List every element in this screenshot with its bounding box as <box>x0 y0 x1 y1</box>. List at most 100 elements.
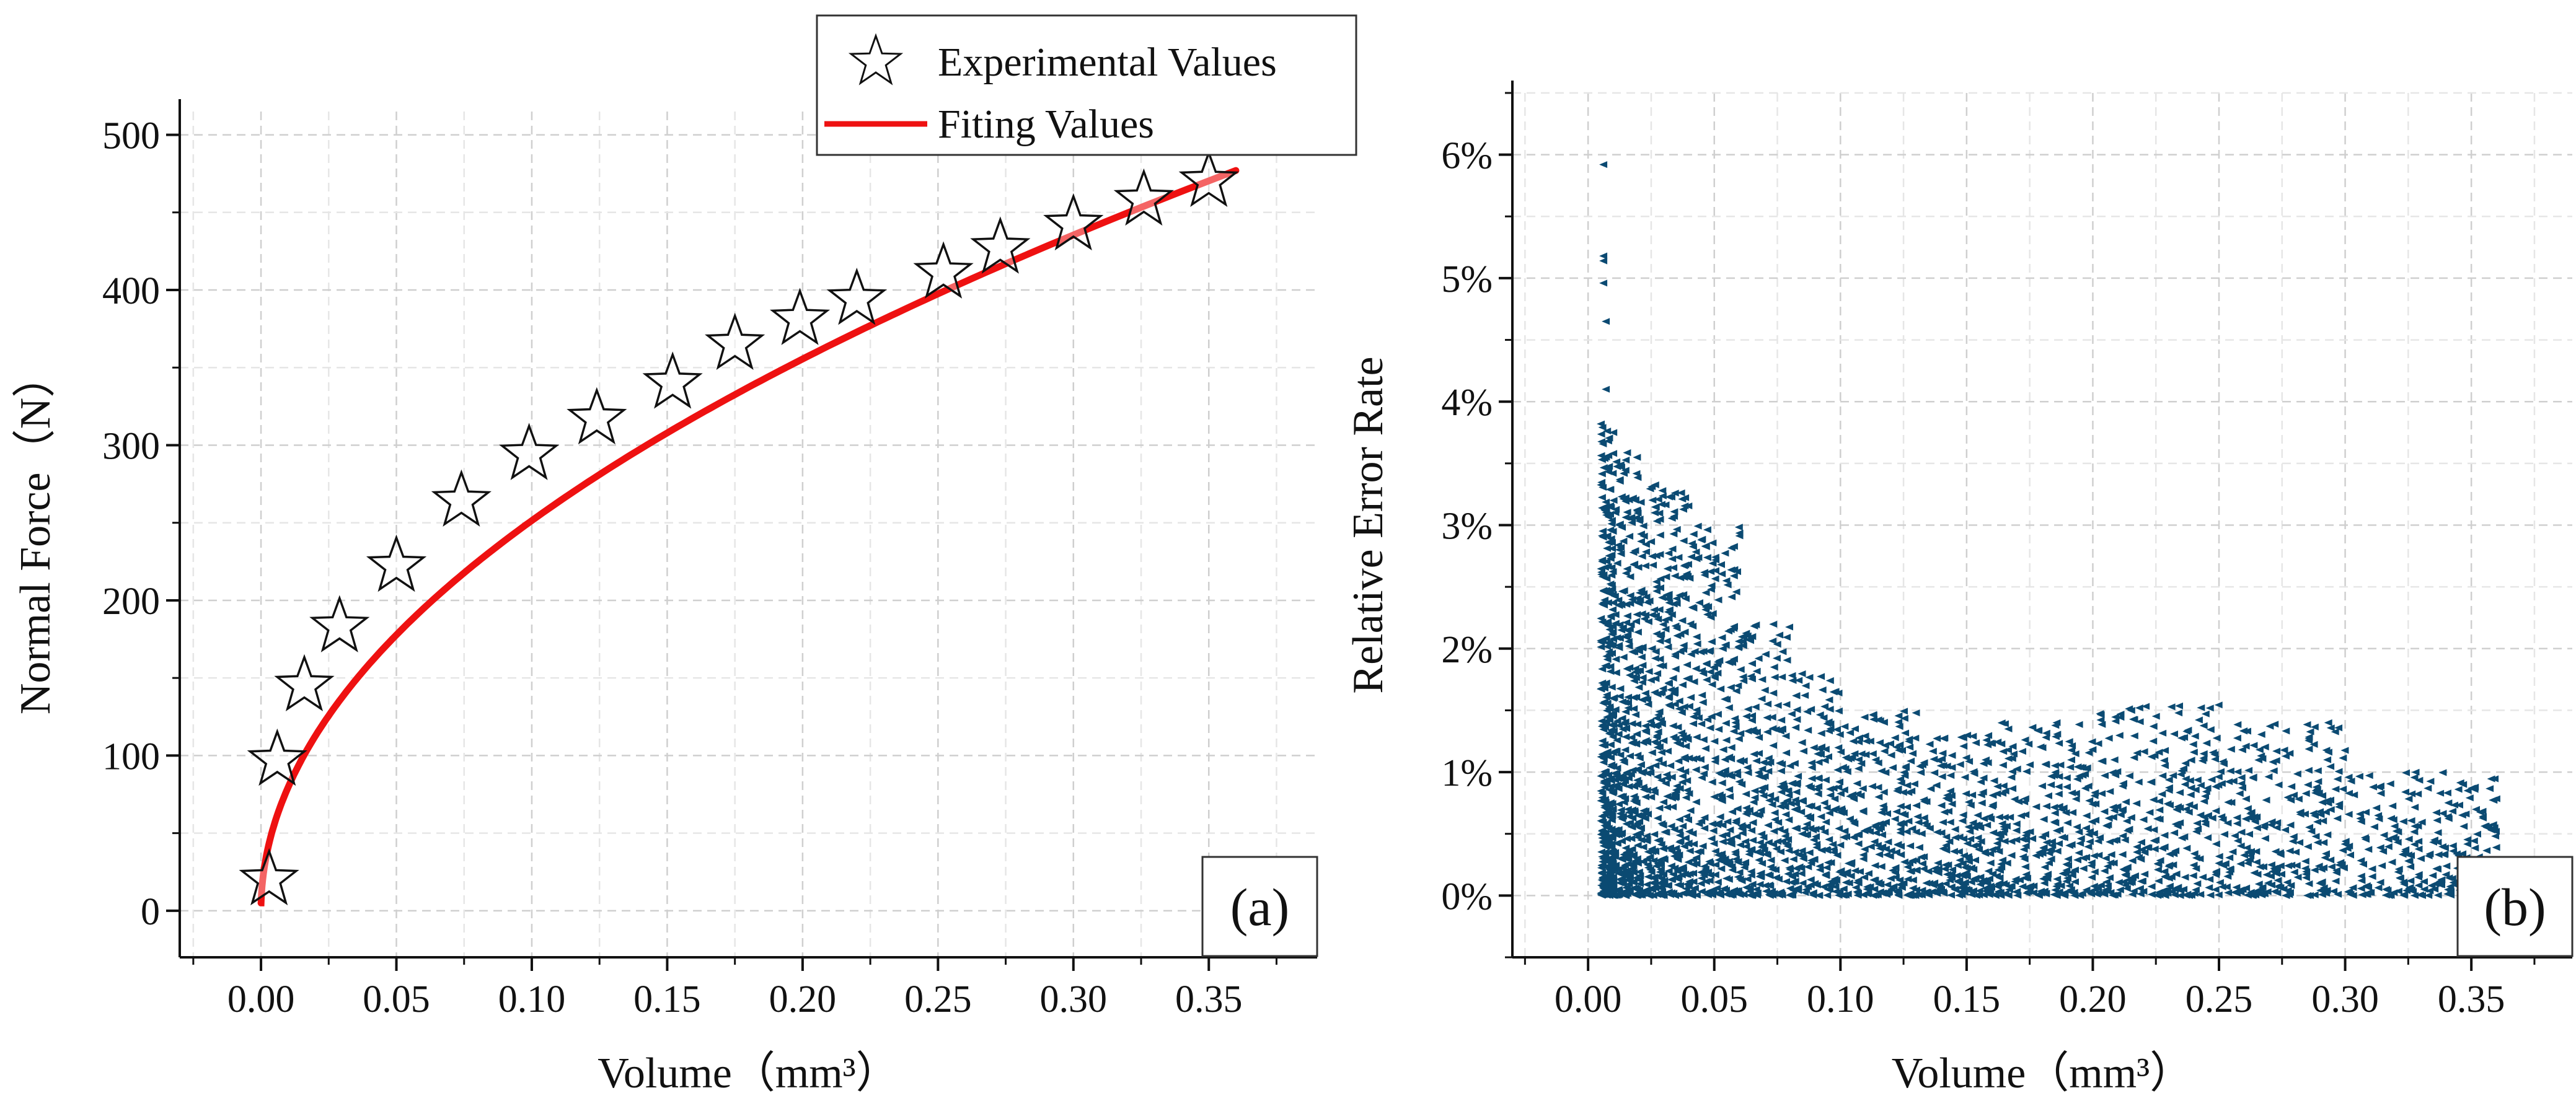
error-point <box>1778 780 1787 788</box>
error-point <box>2040 879 2049 887</box>
error-point <box>1823 892 1832 899</box>
error-point <box>1656 868 1664 876</box>
error-point <box>2372 804 2381 812</box>
error-point <box>1868 750 1877 757</box>
error-point <box>1702 660 1711 667</box>
error-point <box>2339 864 2348 872</box>
error-point <box>1778 726 1786 733</box>
error-point <box>1797 870 1806 877</box>
error-point <box>1624 704 1633 712</box>
error-point <box>1658 487 1667 494</box>
error-point <box>1663 804 1671 811</box>
error-point <box>1628 814 1637 822</box>
error-point <box>1607 840 1616 848</box>
error-point <box>1834 744 1843 752</box>
error-point <box>1621 718 1630 726</box>
error-point <box>1919 865 1928 872</box>
error-point <box>1713 711 1722 718</box>
error-point <box>1779 799 1788 807</box>
error-point <box>2189 861 2198 869</box>
error-point <box>2174 884 2182 891</box>
error-point <box>2322 850 2330 858</box>
error-point <box>1683 777 1692 784</box>
error-point <box>1994 866 2003 874</box>
error-point <box>1770 674 1779 681</box>
error-point <box>2006 814 2014 821</box>
error-point <box>2116 711 2125 718</box>
error-point <box>1744 769 1752 776</box>
error-point <box>2164 862 2173 870</box>
error-point <box>2376 879 2384 886</box>
error-point <box>2326 856 2335 864</box>
error-point <box>1619 537 1628 545</box>
error-point <box>2331 877 2340 885</box>
error-point <box>1646 892 1654 899</box>
error-point <box>2026 761 2034 768</box>
error-point <box>1949 848 1958 855</box>
error-point <box>1903 804 1911 811</box>
error-point <box>1684 675 1693 682</box>
error-point <box>1747 868 1755 876</box>
error-point <box>1739 633 1748 640</box>
error-point <box>1999 748 2008 755</box>
error-point <box>1729 625 1738 632</box>
error-point <box>1630 890 1639 898</box>
error-point <box>1609 497 1618 504</box>
error-point <box>1791 724 1800 731</box>
error-point <box>1877 863 1886 870</box>
error-point <box>1732 588 1740 595</box>
error-point <box>1742 843 1750 850</box>
error-point <box>1641 722 1649 729</box>
error-point <box>1938 819 1947 826</box>
error-point <box>1815 711 1824 719</box>
error-point <box>1683 661 1692 669</box>
error-point <box>1835 778 1843 786</box>
error-point <box>2393 838 2402 846</box>
error-point <box>1666 686 1675 693</box>
error-point <box>1768 866 1777 873</box>
error-point <box>2165 850 2174 858</box>
error-point <box>1656 532 1664 539</box>
error-point <box>1699 736 1708 744</box>
error-point <box>1621 569 1630 577</box>
error-point <box>1908 876 1917 884</box>
error-point <box>1974 812 1982 819</box>
error-point <box>1896 829 1905 836</box>
error-point <box>2416 855 2425 862</box>
error-point <box>2037 783 2046 790</box>
error-point <box>1639 739 1647 746</box>
error-point <box>1896 802 1905 810</box>
error-point <box>1874 880 1883 888</box>
experimental-point <box>642 351 703 409</box>
error-point <box>1623 631 1632 639</box>
x-tick-label: 0.25 <box>2186 978 2253 1020</box>
error-point <box>2244 766 2253 774</box>
error-point <box>2414 845 2423 853</box>
error-point <box>1871 829 1880 836</box>
error-point <box>1718 570 1726 577</box>
error-point <box>2205 876 2214 883</box>
error-point <box>2459 781 2468 788</box>
error-point <box>2054 783 2063 791</box>
error-point <box>1755 856 1763 864</box>
error-point <box>1656 551 1664 558</box>
error-point <box>2149 722 2158 730</box>
error-point <box>1621 724 1630 732</box>
error-point <box>2062 867 2071 874</box>
error-point <box>2170 731 2178 737</box>
error-point <box>1757 830 1766 838</box>
error-point <box>1680 503 1689 509</box>
error-point <box>1609 882 1618 889</box>
error-point <box>1784 816 1793 823</box>
error-point <box>2383 887 2392 894</box>
error-point <box>1853 790 1862 797</box>
error-point <box>1639 522 1647 530</box>
error-point <box>1621 733 1630 740</box>
error-point <box>1933 890 1941 897</box>
x-tick-label: 0.30 <box>2311 978 2379 1020</box>
error-point <box>1634 647 1643 655</box>
error-point <box>2303 843 2312 850</box>
error-point <box>1628 720 1636 727</box>
y-tick-label: 500 <box>102 115 160 157</box>
error-point <box>2083 764 2091 771</box>
